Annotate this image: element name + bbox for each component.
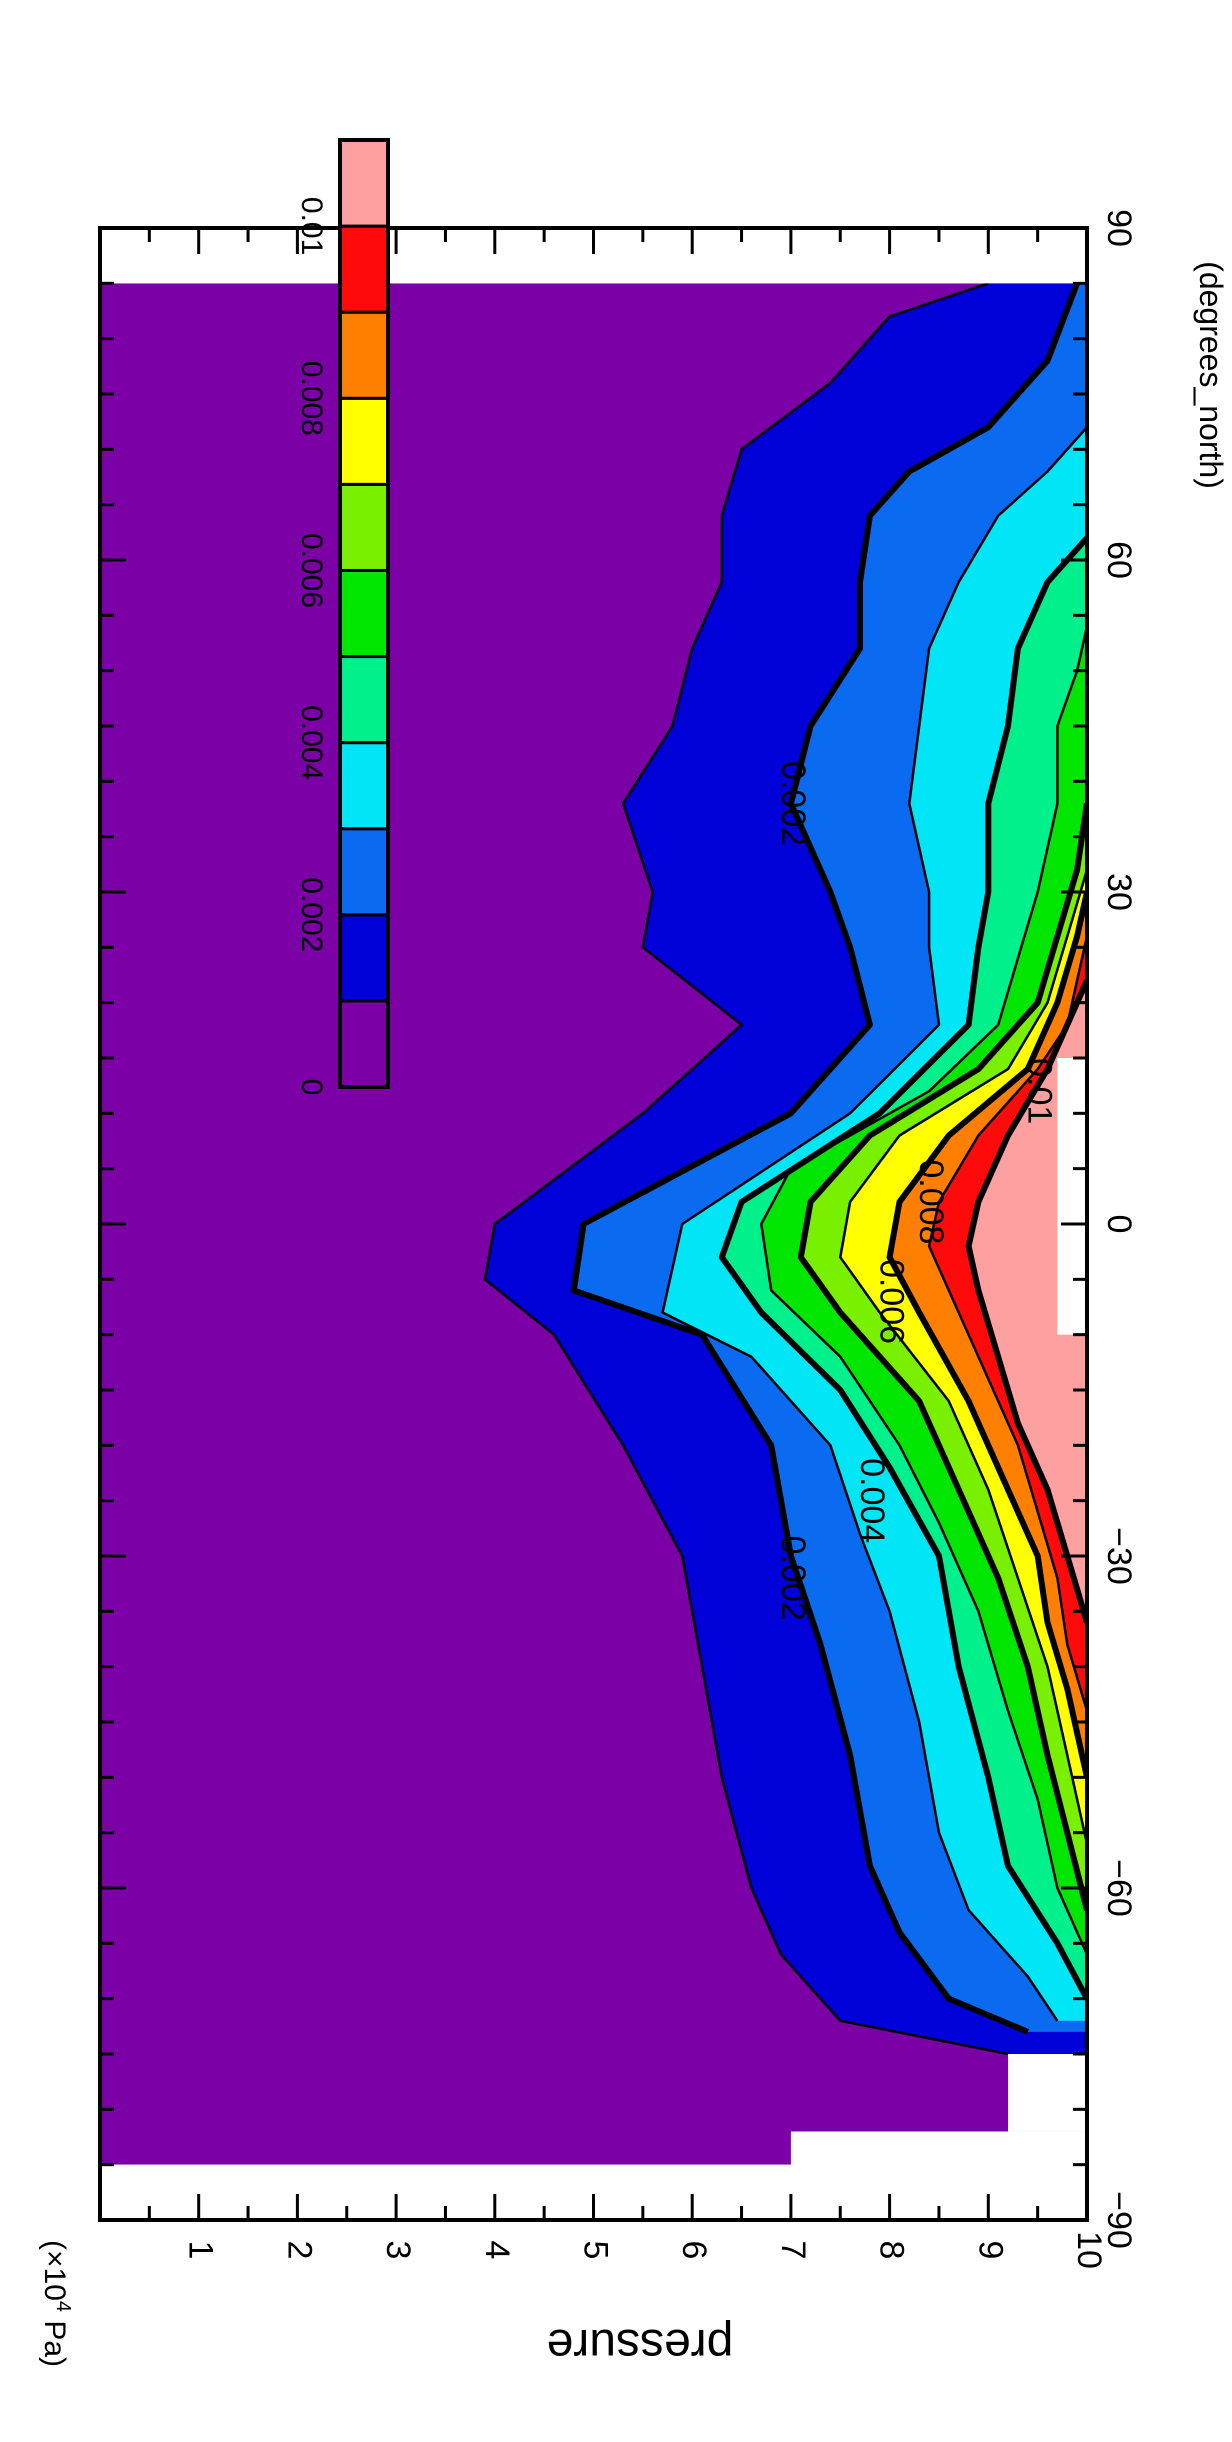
- contour-line-3: [661, 426, 1087, 2022]
- pressure-tick-label: 4: [478, 2241, 516, 2260]
- contour-label-0: 0.002: [774, 1536, 812, 1621]
- colorbar-tick-label: 0.004: [295, 705, 328, 780]
- latitude-axis-ticks: −90 −60 −30 0 30 60 90: [100, 209, 1138, 2249]
- colorbar-frame: [338, 138, 390, 1089]
- colorbar-swatch-2: [338, 827, 390, 917]
- pressure-tick-label: 2: [280, 2241, 318, 2260]
- latitude-tick-label: 90: [1100, 209, 1138, 247]
- colorbar-tick-label: 0: [295, 1079, 328, 1096]
- colorbar-tick-label: 0.008: [295, 361, 328, 436]
- contour-label-2: 0.006: [873, 1259, 911, 1344]
- colorbar-swatch-5: [338, 568, 390, 659]
- colorbar-swatch-8: [338, 310, 390, 400]
- missing-region-1: [1008, 2054, 1087, 2132]
- pressure-tick-label: 8: [873, 2241, 911, 2260]
- contour-line-5: [760, 626, 1087, 1955]
- contour-label-5: 0.002: [774, 761, 812, 846]
- colorbar-tick-label: 0.002: [295, 877, 328, 952]
- pressure-tick-label: 3: [379, 2241, 417, 2260]
- contour-line-7: [839, 825, 1087, 1844]
- colorbar-tick-label: 0.006: [295, 533, 328, 608]
- contour-lines: [483, 282, 1087, 2056]
- latitude-tick-label: 30: [1100, 873, 1138, 911]
- colorbar-swatch-3: [338, 741, 390, 831]
- contour-line-8: [886, 891, 1087, 1778]
- latitude-axis-label: (degrees_north): [1193, 261, 1229, 489]
- pressure-tick-label: 1: [182, 2241, 220, 2260]
- colorbar-swatch-9: [338, 224, 390, 314]
- latitude-tick-label: 0: [1100, 1215, 1138, 1234]
- colorbar-tick-label: 0.01: [295, 197, 328, 255]
- pressure-tick-label: 5: [577, 2241, 615, 2260]
- pressure-axis-ticks: 1 2 3 4 5 6 7 8 9 10: [147, 228, 1108, 2269]
- pressure-axis-label: pressure: [547, 2319, 734, 2372]
- colorbar-legend: 0 0.002 0.004 0.006 0.008 0.01: [295, 138, 390, 1096]
- colorbar-swatch-6: [338, 482, 390, 572]
- contour-label-4: 0.01: [1021, 1058, 1059, 1124]
- missing-region-2: [1057, 1058, 1087, 1335]
- contour-line-4: [718, 535, 1087, 2001]
- colorbar-swatch-10: [338, 138, 390, 228]
- contour-label-1: 0.004: [853, 1458, 891, 1543]
- pressure-tick-label: 7: [774, 2241, 812, 2260]
- pressure-tick-label: 10: [1070, 2231, 1108, 2269]
- colorbar-swatch-1: [338, 913, 390, 1003]
- pressure-tick-label: 9: [971, 2241, 1009, 2260]
- latitude-tick-label: −90: [1100, 2191, 1138, 2249]
- colorbar-swatch-0: [338, 999, 390, 1089]
- contour-label-3: 0.008: [912, 1159, 950, 1244]
- contour-line-1: [483, 282, 1009, 2056]
- contour-line-2: [570, 282, 1080, 2035]
- contour-line-6: [797, 803, 1087, 1911]
- latitude-tick-label: −60: [1100, 1859, 1138, 1917]
- contour-line-10: [965, 979, 1087, 1624]
- contour-bands: [100, 283, 1087, 2165]
- latitude-tick-label: −30: [1100, 1527, 1138, 1585]
- latitude-tick-label: 60: [1100, 541, 1138, 579]
- colorbar-swatch-4: [338, 655, 390, 745]
- colorbar-swatch-7: [338, 396, 390, 486]
- pressure-unit-label: (×104 Pa): [38, 2240, 74, 2367]
- pressure-tick-label: 6: [675, 2241, 713, 2260]
